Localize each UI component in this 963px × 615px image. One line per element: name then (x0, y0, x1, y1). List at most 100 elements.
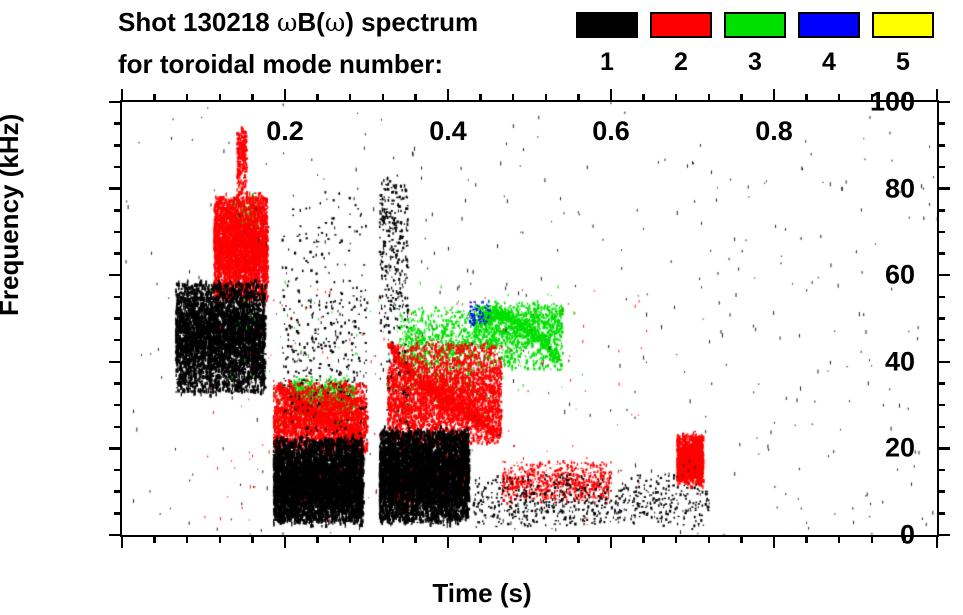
y-tick-major (937, 360, 950, 364)
y-tick-minor (114, 512, 122, 515)
y-tick-minor (937, 512, 945, 515)
x-tick-major (772, 89, 776, 102)
x-tick-major (446, 89, 450, 102)
y-tick-minor (114, 382, 122, 385)
x-tick-minor (348, 535, 352, 543)
x-tick-major (283, 535, 287, 548)
x-tick-minor (903, 94, 906, 102)
x-tick-minor (316, 94, 319, 102)
x-tick-minor (479, 94, 482, 102)
legend-swatch-2 (650, 12, 712, 38)
x-tick-minor (479, 535, 482, 543)
legend-item-5[interactable]: 5 (872, 12, 934, 76)
x-tick-minor (805, 94, 808, 102)
y-tick-major (109, 273, 122, 277)
y-tick-major (937, 533, 950, 537)
y-tick-minor (937, 295, 945, 299)
figure-title-line-1: Shot 130218 ωB(ω) spectrum (118, 7, 478, 38)
y-tick-minor (114, 338, 122, 342)
y-tick-minor (114, 252, 122, 255)
x-tick-major (935, 535, 939, 548)
x-tick-major (935, 89, 939, 102)
x-axis-title: Time (s) (432, 578, 532, 608)
y-tick-minor (114, 230, 122, 234)
y-tick-label-60: 60 (884, 259, 915, 290)
x-tick-label-0.2: 0.2 (266, 116, 304, 146)
legend-label-3: 3 (748, 48, 762, 76)
y-tick-minor (114, 490, 122, 493)
y-tick-minor (937, 338, 945, 342)
y-tick-minor (114, 468, 122, 472)
y-tick-minor (114, 403, 122, 407)
x-tick-label-0.8: 0.8 (755, 116, 793, 146)
x-tick-minor (577, 535, 580, 543)
y-tick-label-40: 40 (884, 346, 915, 377)
x-tick-major (120, 89, 124, 102)
x-tick-minor (251, 535, 254, 543)
y-tick-minor (114, 317, 122, 320)
y-tick-minor (114, 209, 122, 212)
title-suffix: ) spectrum (345, 7, 479, 37)
y-tick-minor (114, 425, 122, 428)
y-tick-major (937, 187, 950, 190)
y-tick-minor (937, 144, 945, 147)
x-tick-minor (544, 535, 548, 543)
x-tick-minor (903, 535, 906, 543)
x-tick-minor (185, 94, 189, 102)
x-tick-minor (414, 94, 417, 102)
x-tick-minor (740, 535, 743, 543)
y-tick-minor (937, 468, 945, 472)
x-tick-minor (316, 535, 319, 543)
legend-item-3[interactable]: 3 (724, 12, 786, 76)
y-tick-minor (937, 425, 945, 428)
x-tick-label-0.4: 0.4 (429, 116, 467, 146)
y-axis-title: Frequency (kHz) (0, 113, 24, 316)
y-tick-major (937, 273, 950, 277)
x-tick-minor (348, 94, 352, 102)
legend: 1 2 3 4 5 (576, 12, 948, 82)
y-tick-minor (937, 403, 945, 407)
x-tick-major (283, 89, 287, 102)
y-tick-minor (937, 490, 945, 493)
x-tick-major (120, 535, 124, 548)
y-tick-minor (937, 317, 945, 320)
y-tick-major (109, 533, 122, 537)
y-tick-label-20: 20 (884, 432, 915, 463)
x-tick-minor (837, 535, 841, 543)
spectrogram-canvas (122, 102, 937, 535)
x-tick-major (446, 535, 450, 548)
y-tick-minor (937, 230, 945, 234)
x-tick-minor (511, 94, 515, 102)
x-tick-minor (707, 94, 711, 102)
x-tick-minor (837, 94, 841, 102)
x-tick-minor (218, 94, 222, 102)
legend-label-4: 4 (822, 48, 836, 76)
y-tick-major (937, 447, 950, 450)
x-tick-major (609, 535, 613, 548)
y-tick-minor (937, 252, 945, 255)
x-tick-minor (381, 94, 385, 102)
y-tick-label-100: 100 (869, 86, 915, 117)
x-tick-minor (153, 535, 156, 543)
x-tick-minor (153, 94, 156, 102)
x-tick-minor (674, 94, 678, 102)
y-tick-minor (937, 209, 945, 212)
legend-item-1[interactable]: 1 (576, 12, 638, 76)
plot-area: 0 20 40 60 80 100 0.2 0.4 0.6 0.8 (109, 87, 950, 550)
x-tick-minor (642, 535, 645, 543)
omega-symbol-1: ω (276, 8, 298, 37)
y-tick-major (109, 447, 122, 450)
figure-title-line-2: for toroidal mode number: (118, 49, 443, 79)
x-tick-minor (707, 535, 711, 543)
legend-swatch-3 (724, 12, 786, 38)
x-tick-minor (511, 535, 515, 543)
y-tick-minor (114, 122, 122, 125)
x-tick-major (772, 535, 776, 548)
spectrogram-canvas-wrap (122, 102, 937, 535)
x-tick-minor (642, 94, 645, 102)
legend-item-4[interactable]: 4 (798, 12, 860, 76)
x-tick-label-0.6: 0.6 (592, 116, 630, 146)
omega-symbol-2: ω (324, 8, 346, 37)
legend-item-2[interactable]: 2 (650, 12, 712, 76)
x-tick-minor (544, 94, 548, 102)
